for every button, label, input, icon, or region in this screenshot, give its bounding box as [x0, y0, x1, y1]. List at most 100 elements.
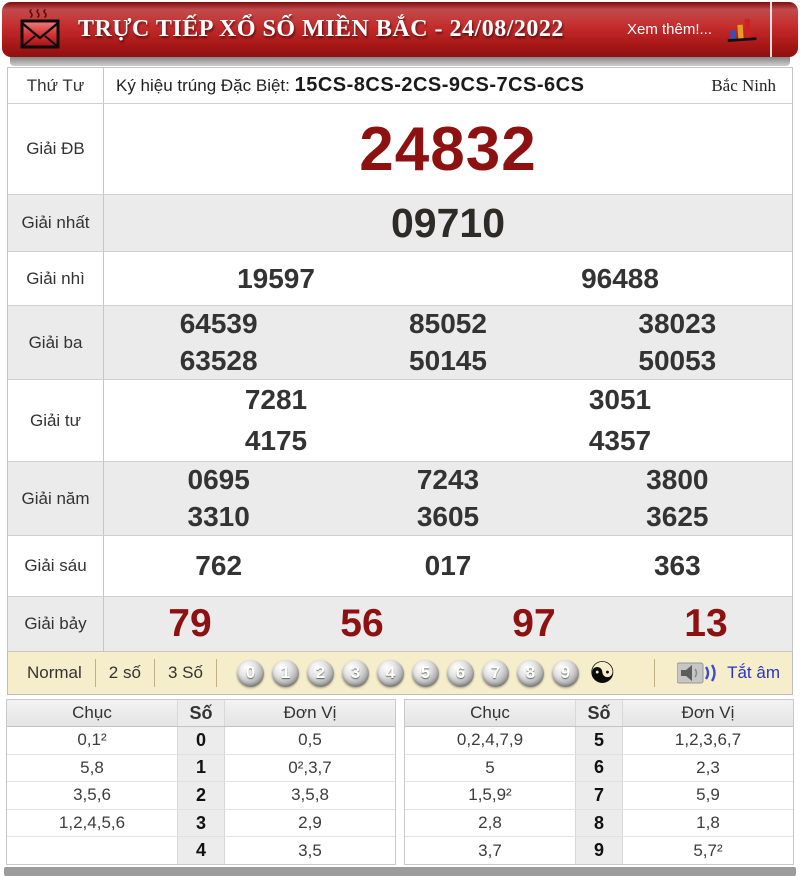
stats-row: 0,2,4,7,9 5 1,2,3,6,7: [405, 727, 793, 755]
prize-values: 7281 3051 4175 4357: [104, 380, 792, 461]
banner-divider: [770, 2, 772, 57]
tens-cell: 2,8: [478, 813, 502, 833]
prize-number: 97: [512, 602, 556, 645]
prize-number: 4357: [588, 424, 652, 456]
stats-row: 1,5,9² 7 5,9: [405, 782, 793, 810]
display-controls-bar: Normal 2 số 3 Số 0 1 2 3 4 5 6 7 8 9 ☯ T…: [7, 652, 793, 695]
units-cell: 3,5: [298, 840, 322, 860]
digit-cell: 6: [575, 754, 623, 782]
prize-values: 24832: [104, 104, 792, 194]
prize-number: 13: [684, 602, 728, 645]
units-cell: 3,5,8: [291, 785, 329, 805]
prize-values: 19597 96488: [104, 252, 792, 305]
column-header-digit: Số: [575, 700, 623, 726]
yin-yang-ball-icon[interactable]: ☯: [588, 656, 616, 690]
prize-number: 7281: [244, 384, 308, 416]
prize-number: 4175: [244, 424, 308, 456]
digit-ball-6[interactable]: 6: [446, 659, 474, 687]
stats-row: 3,5,6 2 3,5,8: [7, 782, 395, 810]
prize-number: 85052: [409, 308, 487, 340]
digit-ball-row: 0 1 2 3 4 5 6 7 8 9 ☯: [236, 656, 616, 690]
prize-number: 7243: [416, 464, 480, 496]
stats-row: 5 6 2,3: [405, 754, 793, 783]
prize-number: 50145: [409, 344, 487, 376]
units-cell: 5,9: [696, 785, 720, 805]
mode-button-normal[interactable]: Normal: [27, 663, 82, 682]
column-header-tens: Chục: [470, 703, 510, 722]
prize-number: 3625: [646, 500, 709, 532]
mail-envelope-icon: [20, 8, 60, 48]
prize-label: Giải ba: [8, 306, 104, 379]
tens-cell: 3,5,6: [73, 785, 111, 805]
digit-ball-1[interactable]: 1: [271, 659, 299, 687]
digit-ball-2[interactable]: 2: [306, 659, 334, 687]
mode-button-2-digits[interactable]: 2 số: [108, 663, 141, 682]
prize-number: 50053: [638, 344, 717, 376]
column-header-units: Đơn Vị: [681, 703, 735, 722]
province-name: Bắc Ninh: [711, 75, 776, 95]
see-more-link[interactable]: Xem thêm!...: [626, 21, 712, 38]
prize-number: 017: [424, 550, 472, 581]
prize-values: 64539 85052 38023 63528 50145 50053: [104, 306, 792, 379]
digit-cell: 4: [177, 837, 225, 864]
digit-ball-4[interactable]: 4: [376, 659, 404, 687]
prize-label: Giải ĐB: [8, 104, 104, 194]
units-cell: 0²,3,7: [288, 757, 332, 777]
prize-row-special: Giải ĐB 24832: [8, 104, 792, 195]
digit-cell: 5: [575, 727, 623, 754]
lottery-results-table: Thứ Tư Ký hiệu trúng Đặc Biệt: 15CS-8CS-…: [7, 67, 793, 652]
digit-ball-3[interactable]: 3: [341, 659, 369, 687]
prize-number: 3605: [416, 500, 480, 532]
prize-number: 63528: [179, 344, 258, 376]
digit-cell: 9: [575, 837, 623, 864]
header-separator-bar: [10, 57, 790, 66]
mute-button[interactable]: Tắt âm: [727, 663, 780, 682]
stats-header-row: Chục Số Đơn Vị: [7, 700, 395, 727]
mode-button-3-digits[interactable]: 3 Số: [167, 663, 203, 682]
tens-cell: [7, 837, 177, 864]
stats-row: 1,2,4,5,6 3 2,9: [7, 809, 395, 838]
prize-values: 09710: [104, 195, 792, 251]
prize-label: Giải sáu: [8, 536, 104, 596]
digit-cell: 0: [177, 727, 225, 754]
prize-number: 3310: [187, 500, 250, 532]
divider: [153, 659, 155, 687]
prize-label: Giải nhì: [8, 252, 104, 305]
prize-row-fifth: Giải năm 0695 7243 3800 3310 3605 3625: [8, 462, 792, 536]
prize-number: 0695: [187, 464, 250, 496]
digit-ball-5[interactable]: 5: [411, 659, 439, 687]
bottom-scrollbar[interactable]: [4, 867, 796, 876]
tens-cell: 1,2,4,5,6: [58, 813, 126, 833]
bar-chart-icon[interactable]: [725, 14, 759, 44]
prize-number: 19597: [237, 262, 315, 294]
prize-row-second: Giải nhì 19597 96488: [8, 252, 792, 306]
digit-ball-7[interactable]: 7: [481, 659, 509, 687]
special-symbol-value: 15CS-8CS-2CS-9CS-7CS-6CS: [294, 74, 585, 96]
prize-values: 79 56 97 13: [104, 597, 792, 651]
digit-cell: 7: [575, 782, 623, 809]
units-cell: 2,3: [696, 757, 720, 777]
stats-header-row: Chục Số Đơn Vị: [405, 700, 793, 727]
speaker-icon[interactable]: [677, 661, 719, 685]
prize-number: 79: [168, 602, 212, 645]
prize-values: 0695 7243 3800 3310 3605 3625: [104, 462, 792, 535]
tens-cell: 3,7: [478, 840, 502, 860]
prize-number: 38023: [638, 308, 717, 340]
prize-row-seventh: Giải bảy 79 56 97 13: [8, 597, 792, 651]
stats-row: 4 3,5: [7, 837, 395, 864]
column-header-digit: Số: [177, 700, 225, 726]
sound-controls: Tắt âm: [654, 659, 786, 687]
digit-cell: 1: [177, 754, 225, 782]
tens-cell: 0,2,4,7,9: [456, 730, 524, 750]
units-cell: 5,7²: [693, 840, 723, 860]
digit-ball-8[interactable]: 8: [516, 659, 544, 687]
prize-number: 64539: [179, 308, 258, 340]
units-cell: 2,9: [298, 813, 322, 833]
prize-number: 363: [653, 550, 701, 581]
digit-cell: 2: [177, 782, 225, 809]
digit-ball-0[interactable]: 0: [236, 659, 264, 687]
prize-number: 762: [195, 550, 243, 581]
digit-ball-9[interactable]: 9: [551, 659, 579, 687]
column-header-tens: Chục: [72, 703, 112, 722]
prize-label: Giải nhất: [8, 195, 104, 251]
